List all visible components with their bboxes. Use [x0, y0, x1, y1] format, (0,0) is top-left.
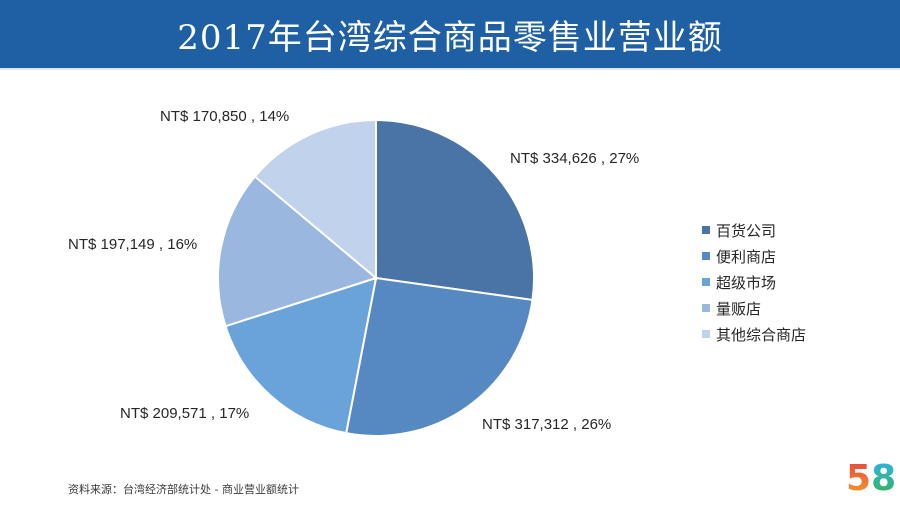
pie-slice-3 [224, 276, 378, 435]
legend-item-3: 超级市场 [702, 269, 806, 295]
legend-label-3: 超级市场 [716, 273, 777, 292]
legend-label-4: 量贩店 [716, 299, 762, 318]
legend-label-1: 百货公司 [716, 221, 777, 240]
legend-item-4: 量贩店 [702, 295, 806, 321]
legend-swatch-3 [702, 278, 710, 286]
legend-swatch-5 [702, 330, 710, 338]
legend-swatch-2 [702, 252, 710, 260]
legend-swatch-1 [702, 226, 710, 234]
pie-slice-1 [375, 118, 535, 302]
legend-label-5: 其他综合商店 [716, 325, 807, 344]
legend-label-2: 便利商店 [716, 247, 777, 266]
logo-58: 58 [846, 460, 896, 498]
pie-slice-2 [344, 276, 534, 437]
title-divider [0, 68, 900, 70]
legend: 百货公司便利商店超级市场量贩店其他综合商店 [702, 217, 806, 347]
data-label-3: NT$ 209,571 , 17% [120, 405, 250, 422]
data-label-1: NT$ 334,626 , 27% [510, 150, 640, 167]
legend-swatch-4 [702, 304, 710, 312]
pie-slice-4 [217, 175, 379, 328]
data-label-5: NT$ 170,850 , 14% [160, 108, 290, 125]
legend-item-2: 便利商店 [702, 243, 806, 269]
data-label-4: NT$ 197,149 , 16% [68, 236, 198, 253]
legend-item-1: 百货公司 [702, 217, 806, 243]
logo-digit-8: 8 [871, 458, 897, 499]
source-note: 资料来源：台湾经济部统计处 - 商业营业额统计 [68, 483, 299, 496]
logo-digit-5: 5 [846, 458, 872, 499]
data-label-2: NT$ 317,312 , 26% [482, 416, 612, 433]
pie-slice-5 [253, 118, 377, 281]
legend-item-5: 其他综合商店 [702, 321, 806, 347]
title-bar: 2017年台湾综合商品零售业营业额 [0, 0, 900, 68]
chart-title: 2017年台湾综合商品零售业营业额 [177, 17, 723, 58]
